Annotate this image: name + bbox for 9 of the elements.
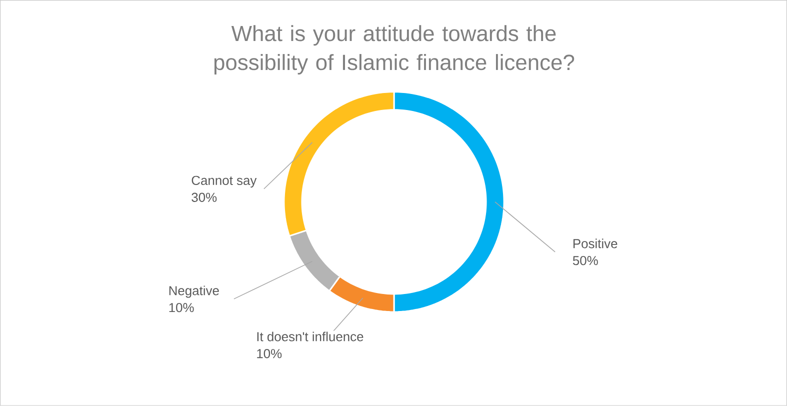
slice-label: Negative: [169, 286, 219, 298]
slice-label: Cannot say: [192, 176, 257, 188]
data-label: 10%: [257, 349, 282, 358]
data-label: 50%: [572, 256, 598, 266]
slice-label: Positive: [573, 238, 618, 248]
chart-title: What is your attitude towards the possibility of Islamic finance licence?: [214, 25, 574, 75]
data-label: 10%: [169, 303, 194, 312]
slice-label: It doesn't influence: [257, 332, 364, 342]
data-label: 30%: [192, 192, 217, 202]
